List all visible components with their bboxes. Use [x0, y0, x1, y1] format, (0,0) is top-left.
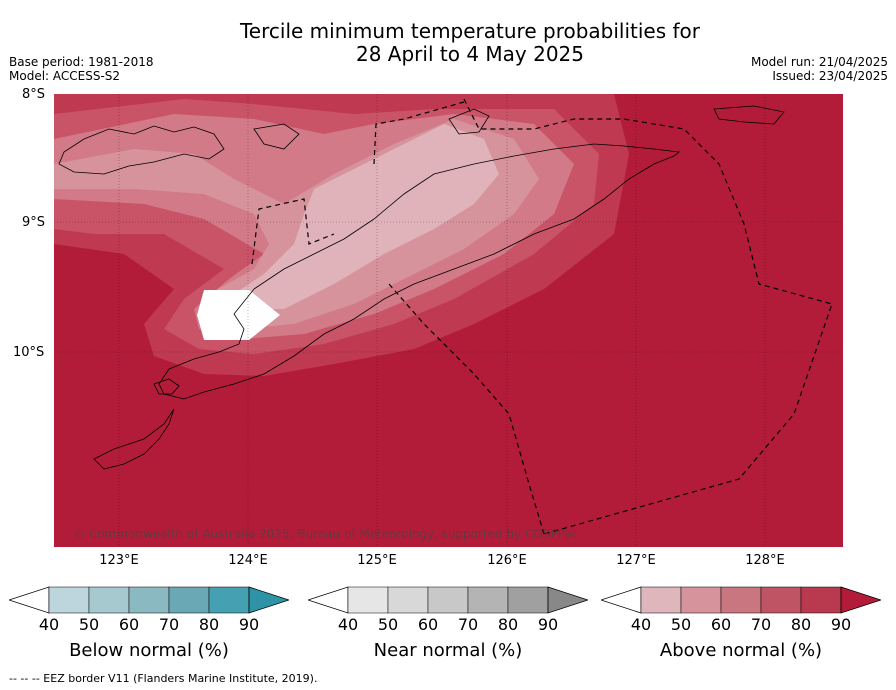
below-normal-swatch	[88, 586, 130, 614]
above-normal-colorbar	[601, 586, 881, 614]
lon-label-128e: 128°E	[745, 553, 785, 568]
near-normal-extend-high	[547, 586, 588, 614]
meta-right: Model run: 21/04/2025 Issued: 23/04/2025	[751, 55, 888, 83]
above-normal-title: Above normal (%)	[659, 640, 823, 661]
near-normal-title: Near normal (%)	[373, 640, 523, 661]
below-normal-swatch	[208, 586, 250, 614]
above-normal-extend-low	[601, 586, 642, 614]
below-normal-extend-high	[248, 586, 289, 614]
above-normal-tick: 50	[670, 615, 692, 634]
ne-islands	[713, 105, 785, 125]
below-normal-tick: 80	[198, 615, 220, 634]
lon-label-125e: 125°E	[357, 553, 397, 568]
above-normal-tick: 80	[790, 615, 812, 634]
lon-label-123e: 123°E	[99, 553, 139, 568]
timor-coast	[158, 143, 680, 400]
near-normal-swatch	[507, 586, 549, 614]
below-normal-swatch	[48, 586, 90, 614]
near-normal-swatch	[387, 586, 429, 614]
below-normal-tick: 70	[158, 615, 180, 634]
below-normal-extend-low	[9, 586, 50, 614]
zone-white	[197, 290, 280, 340]
below-normal-swatch	[128, 586, 170, 614]
lat-label-8s: 8°S	[22, 87, 46, 102]
near-normal-tick: 80	[497, 615, 519, 634]
lat-label-9s: 9°S	[22, 215, 46, 230]
semau-coast	[153, 378, 180, 395]
north-islands	[253, 123, 300, 150]
below-normal-colorbar	[9, 586, 289, 614]
meta-left: Base period: 1981-2018 Model: ACCESS-S2	[9, 55, 154, 83]
above-normal-tick: 60	[710, 615, 732, 634]
near-normal-colorbar	[308, 586, 588, 614]
alor-coast	[58, 125, 225, 175]
model-run: Model run: 21/04/2025	[750, 55, 888, 69]
near-normal-tick: 60	[417, 615, 439, 634]
near-normal-tick: 70	[457, 615, 479, 634]
eez-borders	[251, 98, 833, 535]
copyright-text: © Commonwealth of Australia 2025, Bureau…	[73, 527, 579, 541]
above-normal-extend-high	[840, 586, 881, 614]
near-normal-tick: 90	[537, 615, 559, 634]
above-normal-tick: 90	[830, 615, 852, 634]
map-canvas	[54, 94, 843, 547]
lon-label-124e: 124°E	[228, 553, 268, 568]
above-normal-tick: 70	[750, 615, 772, 634]
near-normal-swatch	[347, 586, 389, 614]
near-normal-swatch	[467, 586, 509, 614]
probability-map: © Commonwealth of Australia 2025, Bureau…	[54, 94, 843, 547]
below-normal-tick: 90	[238, 615, 260, 634]
title-line-2: 28 April to 4 May 2025	[356, 42, 584, 66]
below-normal-tick: 40	[38, 615, 60, 634]
above-normal-swatch	[680, 586, 722, 614]
lon-label-126e: 126°E	[487, 553, 527, 568]
below-normal-swatch	[168, 586, 210, 614]
lat-label-10s: 10°S	[13, 345, 45, 360]
above-normal-swatch	[640, 586, 682, 614]
title-line-1: Tercile minimum temperature probabilitie…	[239, 19, 701, 43]
map-title: Tercile minimum temperature probabilitie…	[0, 20, 896, 66]
near-normal-extend-low	[308, 586, 349, 614]
near-normal-tick: 40	[337, 615, 359, 634]
eez-legend: -- -- -- EEZ border V11 (Flanders Marine…	[9, 672, 318, 685]
above-normal-swatch	[760, 586, 802, 614]
above-normal-swatch	[800, 586, 842, 614]
zone-above-40	[234, 124, 499, 309]
lon-label-127e: 127°E	[616, 553, 656, 568]
issued-date: Issued: 23/04/2025	[772, 69, 888, 83]
below-normal-tick: 50	[78, 615, 100, 634]
above-normal-swatch	[720, 586, 762, 614]
near-normal-tick: 50	[377, 615, 399, 634]
base-period: Base period: 1981-2018	[9, 55, 154, 69]
rote-coast	[93, 408, 175, 470]
near-normal-swatch	[427, 586, 469, 614]
below-normal-tick: 60	[118, 615, 140, 634]
below-normal-title: Below normal (%)	[69, 640, 229, 661]
model-name: Model: ACCESS-S2	[9, 69, 121, 83]
above-normal-tick: 40	[630, 615, 652, 634]
